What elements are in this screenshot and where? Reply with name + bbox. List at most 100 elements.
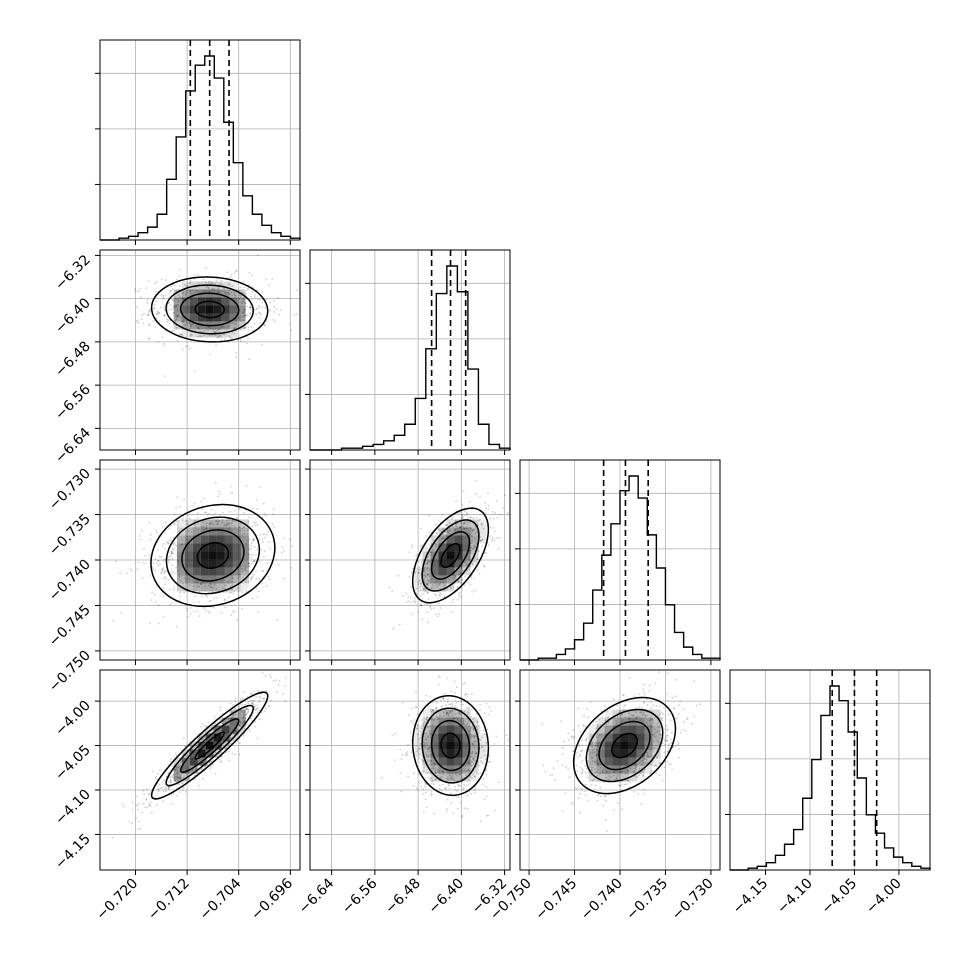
sample-point	[487, 713, 490, 716]
sample-point	[200, 595, 203, 598]
sample-point	[227, 718, 230, 721]
sample-point	[461, 578, 464, 581]
sample-point	[465, 561, 467, 564]
sample-point	[176, 313, 179, 316]
x-tick-label: −0.730	[669, 876, 717, 924]
sample-point	[295, 313, 298, 316]
sample-point	[677, 712, 680, 715]
sample-point	[154, 558, 157, 561]
sample-point	[266, 562, 269, 564]
sample-point	[164, 575, 167, 578]
sample-point	[454, 577, 456, 579]
sample-point	[183, 745, 186, 748]
sample-point	[165, 279, 167, 282]
sample-point	[431, 549, 434, 552]
sample-point	[251, 539, 254, 542]
sample-point	[178, 576, 181, 579]
sample-point	[613, 808, 615, 811]
sample-point	[482, 527, 485, 530]
sample-point	[391, 590, 394, 593]
sample-point	[435, 545, 438, 548]
sample-point	[456, 718, 459, 720]
sample-point	[664, 761, 667, 764]
sample-point	[177, 315, 180, 318]
sample-point	[646, 751, 649, 754]
sample-point	[194, 370, 196, 373]
density-cell	[462, 749, 471, 758]
density-cell	[438, 725, 447, 734]
sample-point	[442, 527, 445, 530]
sample-point	[410, 719, 412, 722]
sample-point	[168, 292, 171, 295]
sample-point	[281, 546, 284, 549]
sample-point	[269, 301, 272, 304]
sample-point	[181, 334, 184, 337]
sample-point	[449, 711, 452, 714]
sample-point	[214, 773, 217, 775]
sample-point	[624, 716, 626, 718]
sample-point	[149, 805, 152, 807]
sample-point	[431, 578, 433, 580]
sample-point	[426, 562, 429, 565]
sample-point	[176, 304, 179, 306]
sample-point	[249, 565, 251, 568]
sample-point	[162, 595, 165, 597]
sample-point	[242, 576, 245, 578]
sample-point	[176, 315, 179, 318]
sample-point	[443, 698, 445, 701]
sample-point	[485, 702, 488, 705]
sample-point	[263, 323, 266, 326]
sample-point	[422, 722, 425, 725]
sample-point	[473, 746, 475, 749]
sample-point	[668, 763, 670, 765]
sample-point	[596, 725, 599, 728]
sample-point	[176, 771, 179, 774]
sample-point	[243, 720, 246, 722]
sample-point	[277, 297, 279, 299]
sample-point	[428, 568, 431, 571]
sample-point	[184, 324, 187, 327]
sample-point	[655, 772, 658, 775]
sample-point	[258, 306, 260, 309]
sample-point	[456, 598, 459, 601]
sample-point	[210, 766, 212, 769]
sample-point	[213, 583, 216, 586]
sample-point	[465, 707, 468, 709]
sample-point	[642, 688, 645, 690]
sample-point	[594, 768, 597, 770]
sample-point	[156, 312, 158, 315]
sample-point	[425, 738, 427, 741]
density-cell	[240, 527, 249, 536]
sample-point	[247, 728, 250, 731]
sample-point	[454, 717, 457, 719]
contour-level-0	[196, 541, 230, 569]
sample-point	[257, 610, 259, 613]
sample-point	[488, 754, 491, 757]
density-cell	[628, 709, 637, 718]
sample-point	[160, 306, 162, 309]
sample-point	[148, 324, 151, 326]
sample-point	[575, 764, 578, 767]
sample-point	[467, 520, 469, 523]
sample-point	[462, 683, 465, 685]
density-cell	[205, 725, 214, 734]
sample-point	[577, 707, 580, 710]
sample-point	[195, 744, 198, 747]
sample-point	[638, 716, 641, 718]
sample-point	[245, 302, 248, 305]
sample-point	[228, 282, 231, 285]
sample-point	[604, 819, 607, 821]
sample-point	[604, 795, 607, 798]
sample-point	[137, 808, 140, 811]
histogram-step-3	[730, 685, 931, 871]
sample-point	[666, 693, 669, 696]
sample-point	[234, 713, 237, 716]
sample-point	[173, 329, 176, 332]
sample-point	[430, 794, 433, 796]
sample-point	[195, 744, 198, 746]
sample-point	[492, 517, 495, 520]
sample-point	[658, 713, 661, 716]
sample-point	[673, 707, 676, 709]
sample-point	[635, 776, 638, 779]
density-cell	[478, 757, 487, 766]
